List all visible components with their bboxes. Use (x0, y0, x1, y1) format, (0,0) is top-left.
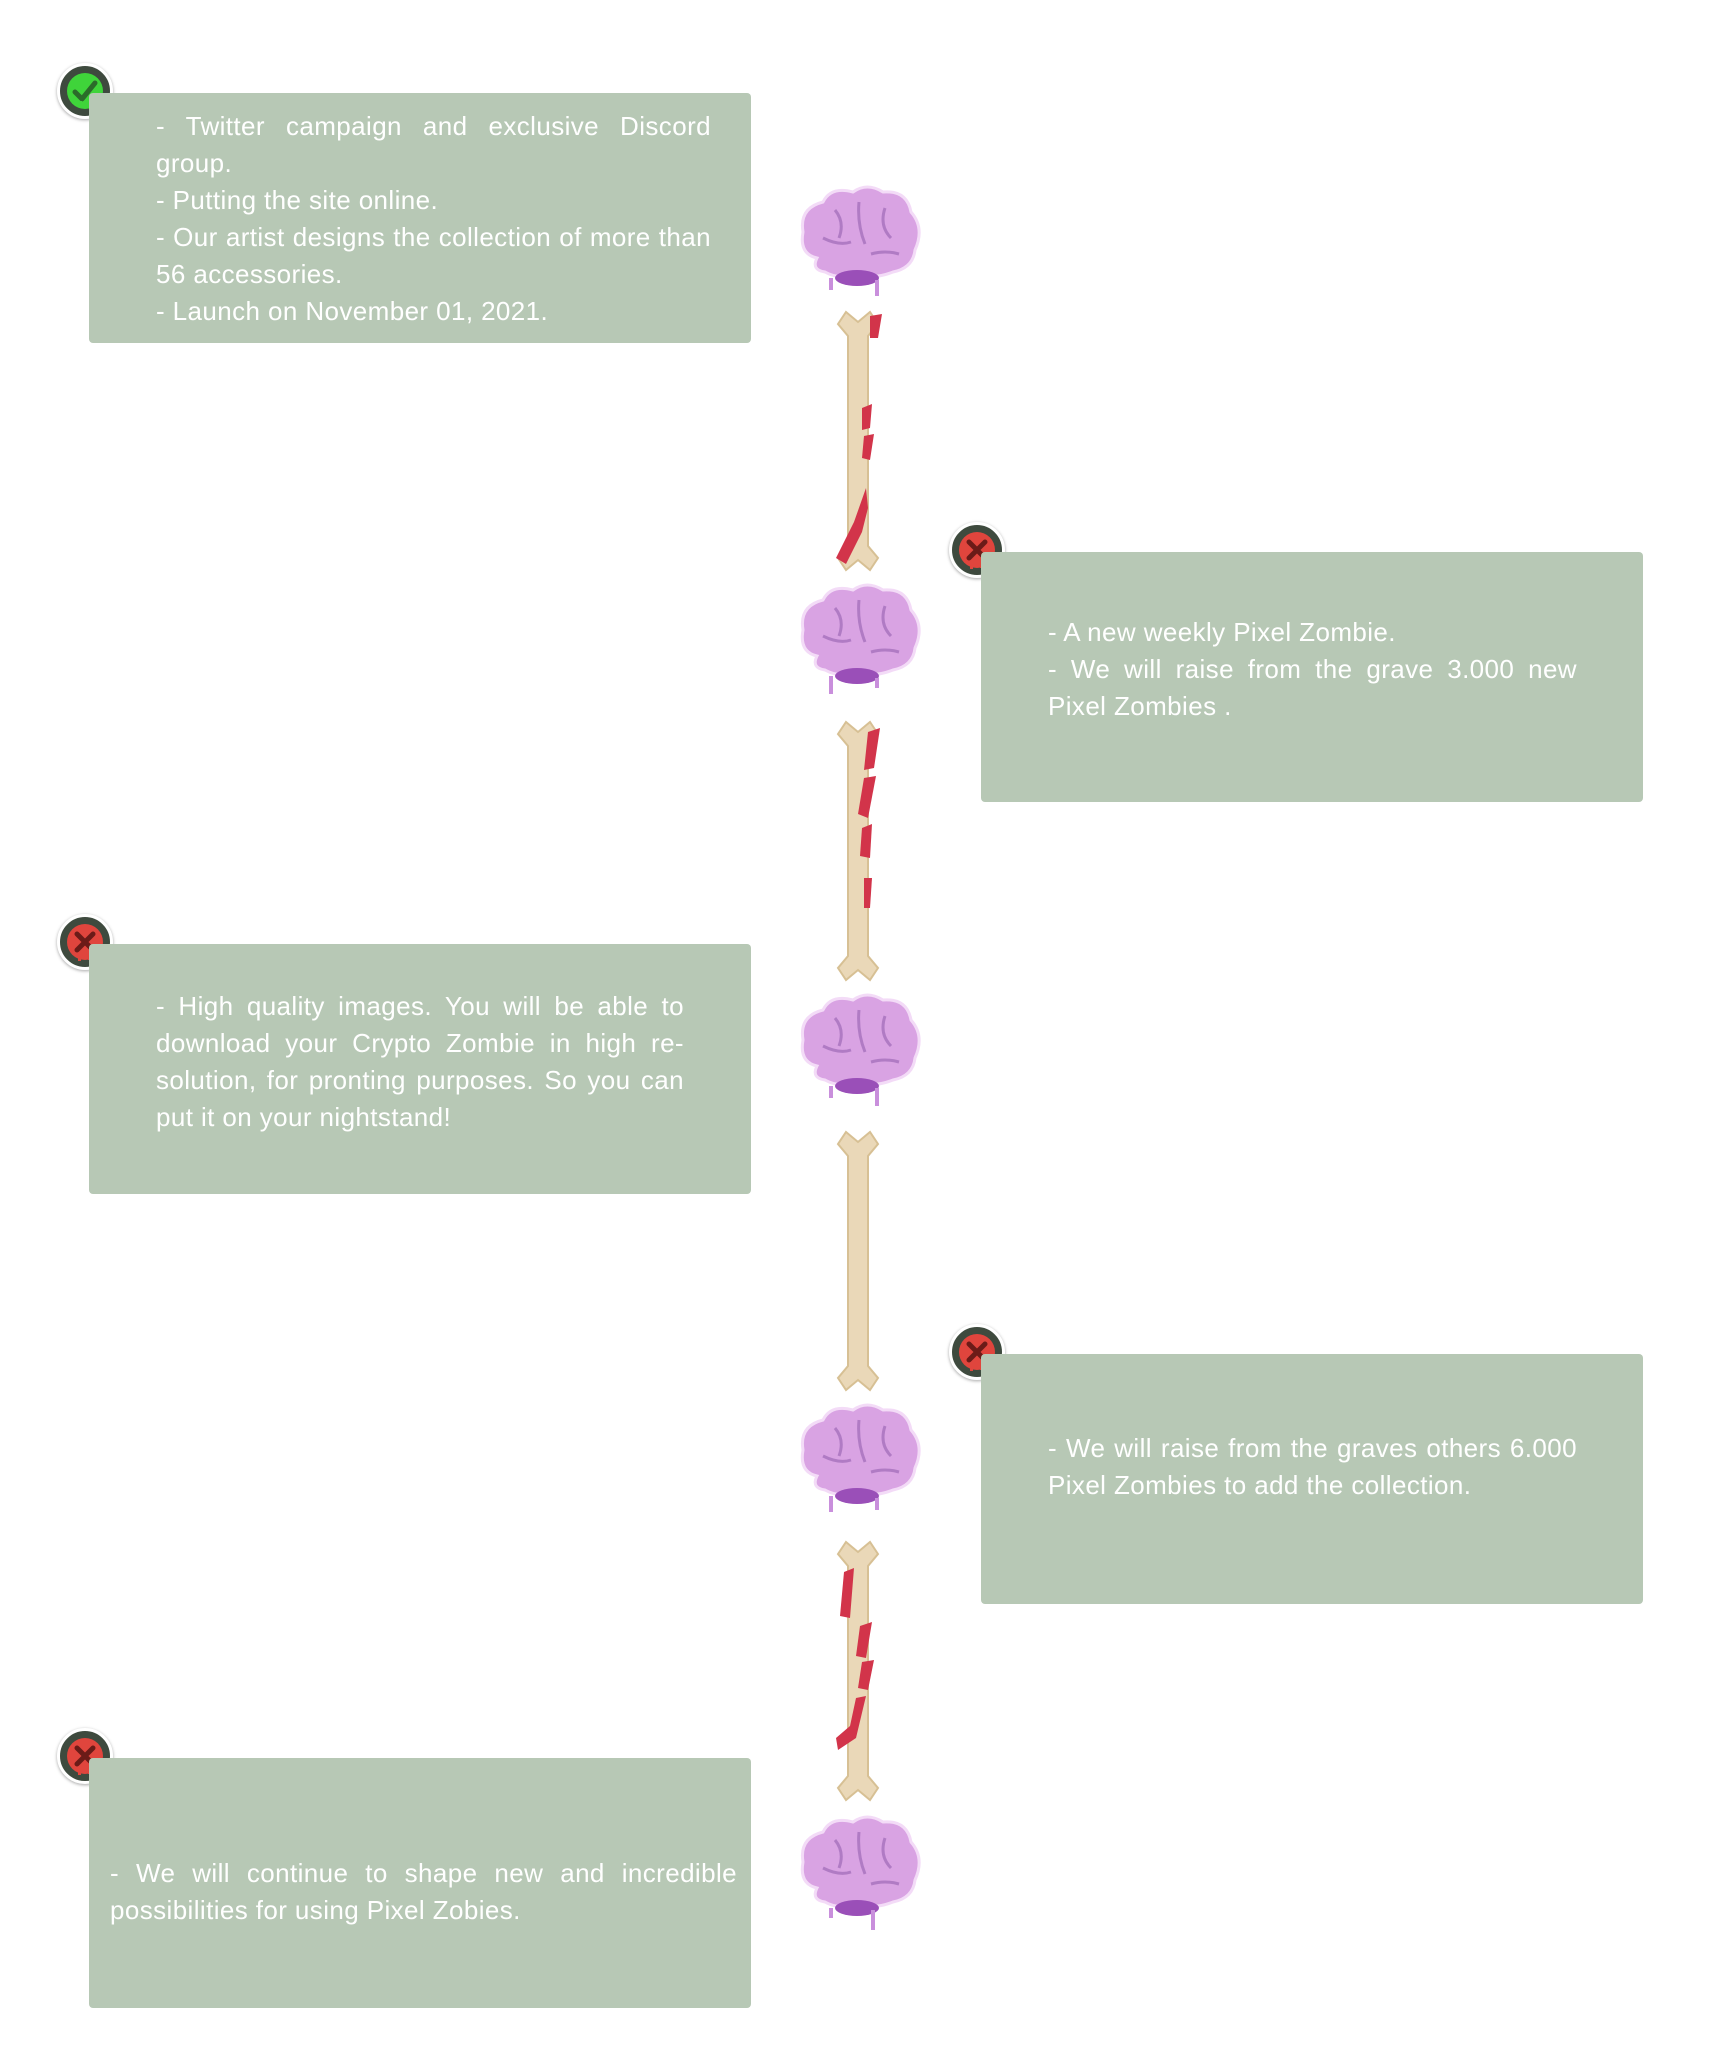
roadmap-card-3: - High quality images. You will be able … (89, 944, 751, 1194)
brain-icon (800, 185, 921, 296)
bloody-bone-icon (836, 310, 882, 572)
roadmap-line: - We will continue to shape new and incr… (110, 1858, 737, 1925)
bloody-bone-icon (836, 1540, 880, 1802)
status-pending-badge (57, 914, 113, 970)
roadmap-line: - A new weekly Pixel Zombie. (1048, 617, 1396, 647)
brain-icon (800, 583, 921, 694)
roadmap-line: - We will raise from the grave 3.000 new… (1048, 654, 1577, 721)
roadmap-line: - Our artist designs the collection of m… (156, 222, 711, 289)
roadmap-card-1: - Twitter campaign and exclusive Discord… (89, 93, 751, 343)
roadmap-card-5: - We will continue to shape new and incr… (89, 1758, 751, 2008)
status-pending-badge (949, 1324, 1005, 1380)
roadmap-line: - Twitter campaign and exclusive Discord… (156, 111, 711, 178)
roadmap-line: - Launch on November 01, 2021. (156, 296, 549, 326)
brain-icon (800, 993, 921, 1106)
bloody-bone-icon (836, 720, 880, 982)
brain-icon (800, 1403, 921, 1512)
status-done-badge (57, 63, 113, 119)
roadmap-line: - High quality images. You will be able … (156, 991, 684, 1132)
roadmap-line: - We will raise from the graves others 6… (1048, 1433, 1577, 1500)
roadmap-card-2: - A new weekly Pixel Zombie. - We will r… (981, 552, 1643, 802)
clean-bone-icon (836, 1130, 880, 1392)
brain-icon (800, 1815, 921, 1930)
timeline (790, 170, 930, 1950)
roadmap-line: - Putting the site online. (156, 185, 439, 215)
roadmap-card-4: - We will raise from the graves others 6… (981, 1354, 1643, 1604)
